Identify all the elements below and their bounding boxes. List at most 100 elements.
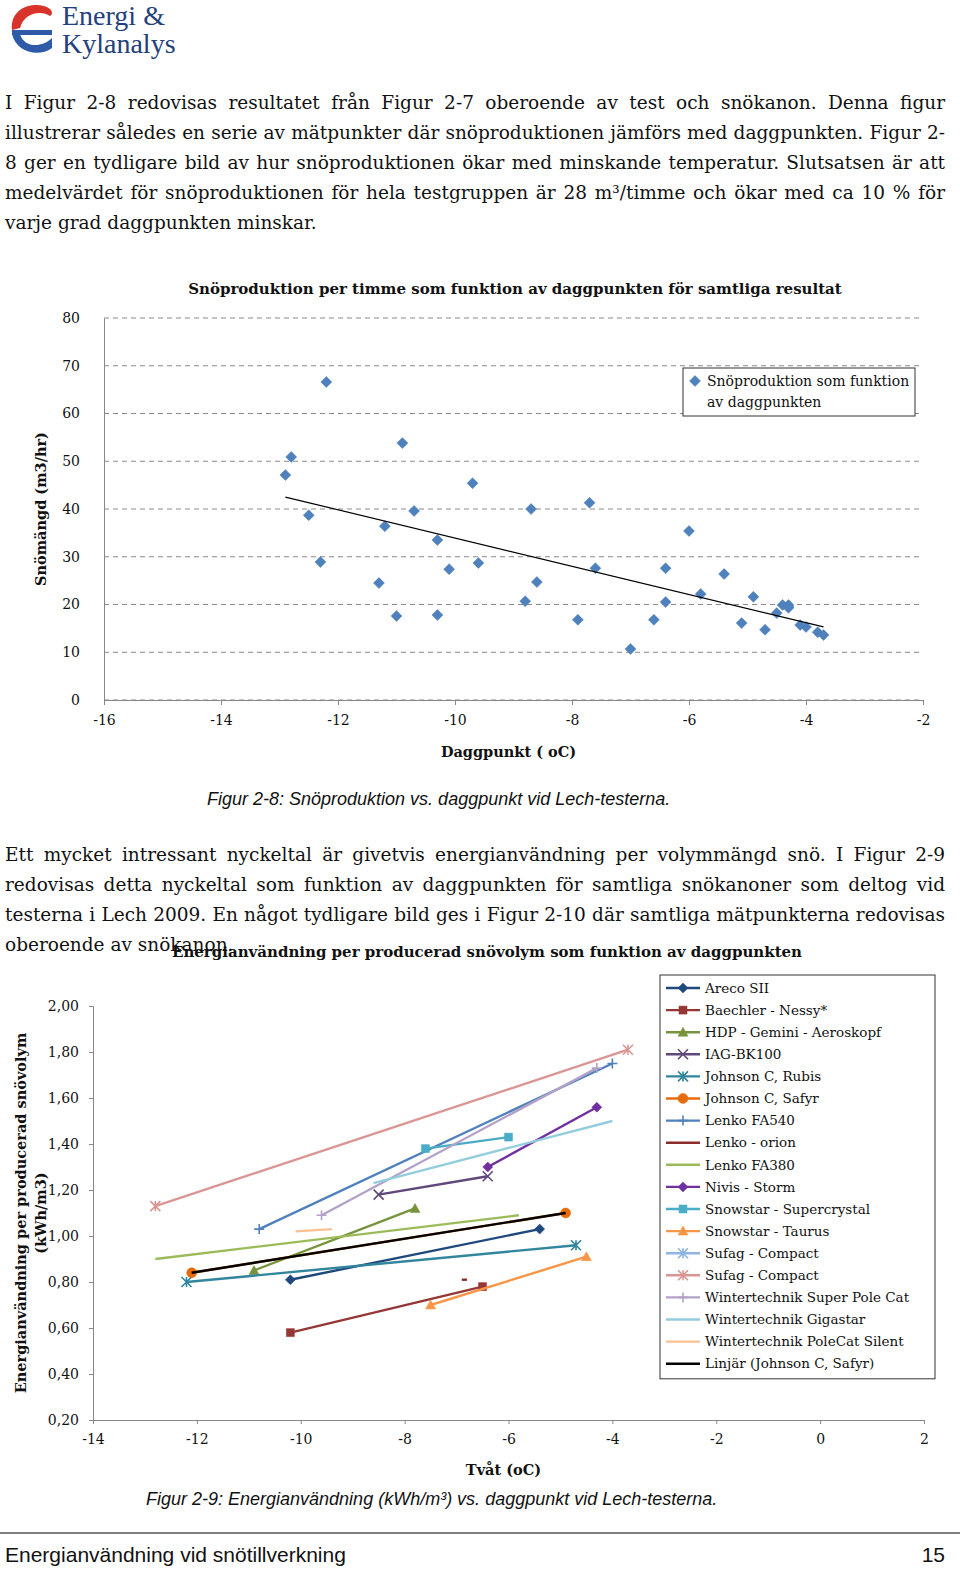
x-tick: -4 [800,700,814,728]
data-point [736,618,747,629]
data-point [584,497,595,508]
data-point [315,557,326,568]
y-tick-label: 70 [62,358,80,374]
x-tick-mark [455,700,456,705]
y-tick-label: 30 [62,549,80,565]
data-point [426,1300,436,1309]
data-point [483,1171,493,1181]
data-point [391,610,402,621]
x-tick-label: 0 [816,1431,825,1447]
legend-marker [678,1071,688,1081]
data-point [581,1252,591,1261]
data-point [286,1329,294,1337]
x-tick-mark [716,1420,717,1424]
legend-marker [678,1182,688,1192]
grid-line [104,604,923,605]
y-axis-line [104,319,105,701]
plot-marks [150,1045,633,1337]
x-axis-line [105,701,924,706]
y-tick-mark [89,1052,93,1053]
data-point [467,478,478,489]
data-point [432,610,443,621]
legend-label: Lenko FA540 [705,1112,795,1128]
data-point [660,597,671,608]
grid-line [104,318,923,319]
y-tick: 70 [62,358,104,374]
legend-marker [678,1027,688,1036]
legend-marker [678,1094,688,1104]
y-tick-label: 1,00 [48,1228,79,1244]
data-point [150,1201,160,1211]
data-point [444,564,455,575]
y-tick: 1,20 [48,1182,93,1198]
x-tick-label: -6 [683,712,697,728]
data-point [526,504,537,515]
legend-label: Lenko FA380 [705,1157,795,1173]
x-tick-mark [820,1420,821,1424]
footer-title: Energianvändning vid snötillverkning [5,1543,346,1566]
x-tick: -6 [683,700,697,728]
grid-line [104,461,923,462]
y-tick: 80 [62,310,104,326]
y-tick: 0,60 [48,1320,93,1336]
x-tick: -10 [290,1420,313,1447]
x-tick-mark [405,1420,406,1424]
y-tick: 1,80 [48,1044,93,1060]
x-tick-mark [197,1420,198,1424]
footer-page: 15 [922,1543,945,1566]
legend-label: Snowstar - Taurus [705,1223,829,1239]
legend-label: Sufag - Compact [705,1267,819,1283]
x-tick-label: -2 [917,712,931,728]
legend-box [660,975,935,1379]
data-point [623,1045,633,1055]
y-axis-title: (kWh/m3) [32,1172,49,1253]
x-tick-label: 2 [920,1431,929,1447]
legend-line [666,1362,700,1364]
legend-marker [679,1205,687,1213]
x-tick-label: -10 [444,712,467,728]
legend-label: Sufag - Compact [705,1245,819,1261]
x-axis: -14-12-10-8-6-4-202 [82,1420,929,1447]
x-tick-mark [689,700,690,705]
x-tick: -2 [710,1420,724,1447]
y-tick-label: 60 [62,405,80,421]
y-axis: 0,200,400,600,801,001,201,401,601,802,00 [48,998,94,1428]
y-axis-line [89,1007,94,1421]
x-tick-mark [612,1420,613,1424]
legend-box [683,368,915,416]
legend-label: Wintertechnik Super Pole Cat [705,1289,910,1305]
y-tick: 30 [62,549,104,565]
y-tick-mark [89,1328,93,1329]
x-tick-label: -6 [502,1431,516,1447]
data-point [286,451,297,462]
x-axis-line [94,1421,925,1425]
chart: Snöproduktion per timme som funktion av … [32,280,930,760]
y-tick-label: 2,00 [48,998,79,1014]
x-axis: -16-14-12-10-8-6-4-2 [93,700,930,728]
x-tick-label: -10 [290,1431,313,1447]
y-tick: 0 [71,692,104,708]
legend-marker [690,376,701,387]
chart: Energianvändning per producerad snövolym… [12,943,935,1478]
chart-title: Energianvändning per producerad snövolym… [172,943,802,961]
data-point [625,643,636,654]
grid-line [104,365,923,366]
data-point [571,1240,581,1250]
data-point [280,470,291,481]
x-tick-mark [104,700,105,705]
legend-line [666,1340,700,1342]
y-tick: 0,80 [48,1274,93,1290]
data-point [719,568,730,579]
x-tick: -2 [917,700,931,728]
logo-text: Energi & [62,0,165,31]
series-line [155,1215,519,1259]
y-tick: 60 [62,405,104,421]
x-tick-mark [923,700,924,705]
y-tick-label: 40 [62,501,80,517]
y-tick-mark [89,1098,93,1099]
y-tick-label: 0,20 [48,1412,79,1428]
data-point [660,563,671,574]
y-tick: 0,40 [48,1366,93,1382]
series-line [296,1229,332,1231]
data-point [285,1275,295,1285]
